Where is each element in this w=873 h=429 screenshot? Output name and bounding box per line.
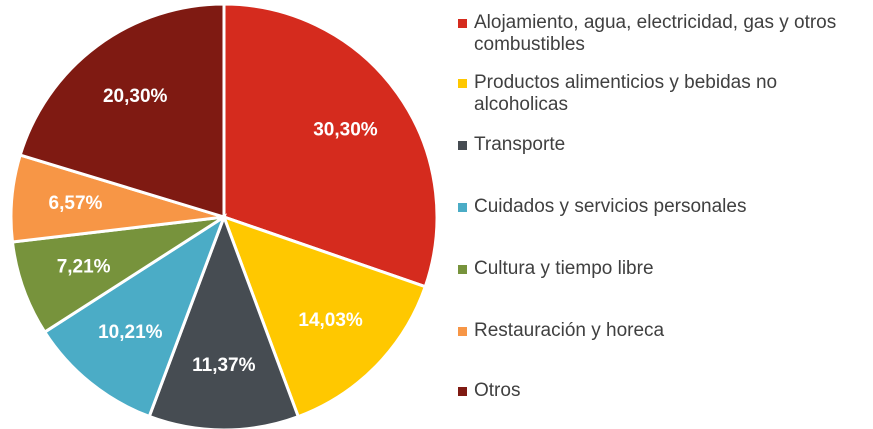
legend-label: Transporte <box>474 134 566 155</box>
data-label: 6,57% <box>49 193 103 214</box>
legend-item: Productos alimenticios y bebidas no alco… <box>458 72 873 116</box>
legend-swatch <box>458 203 467 212</box>
pie-slice <box>222 2 439 289</box>
pie-slice <box>18 2 226 220</box>
legend-item: Restauración y horeca <box>458 320 873 342</box>
legend-item: Cultura y tiempo libre <box>458 258 873 280</box>
legend-label: Cultura y tiempo libre <box>474 258 654 279</box>
legend-item: Cuidados y servicios personales <box>458 196 873 218</box>
legend-swatch <box>458 79 467 88</box>
pie-slice <box>42 213 227 419</box>
pie-slice <box>221 214 428 419</box>
data-label: 30,30% <box>313 120 378 141</box>
data-label: 7,21% <box>57 256 111 277</box>
data-label: 20,30% <box>103 86 168 107</box>
legend-swatch <box>458 265 467 274</box>
legend-item: Transporte <box>458 134 873 156</box>
pie-slice <box>147 212 301 429</box>
legend-label: Alojamiento, agua, electricidad, gas y o… <box>474 12 837 55</box>
data-label: 14,03% <box>298 310 363 331</box>
legend-swatch <box>458 387 467 396</box>
legend-swatch <box>458 141 467 150</box>
legend-swatch <box>458 327 467 336</box>
data-label: 11,37% <box>192 355 255 376</box>
data-label: 10,21% <box>98 322 163 343</box>
legend-label: Productos alimenticios y bebidas no alco… <box>474 72 778 115</box>
legend-label: Cuidados y servicios personales <box>474 196 747 217</box>
legend-label: Otros <box>474 380 521 401</box>
legend-item: Otros <box>458 380 873 402</box>
legend-item: Alojamiento, agua, electricidad, gas y o… <box>458 12 873 56</box>
legend-swatch <box>458 19 467 28</box>
legend-label: Restauración y horeca <box>474 320 665 341</box>
